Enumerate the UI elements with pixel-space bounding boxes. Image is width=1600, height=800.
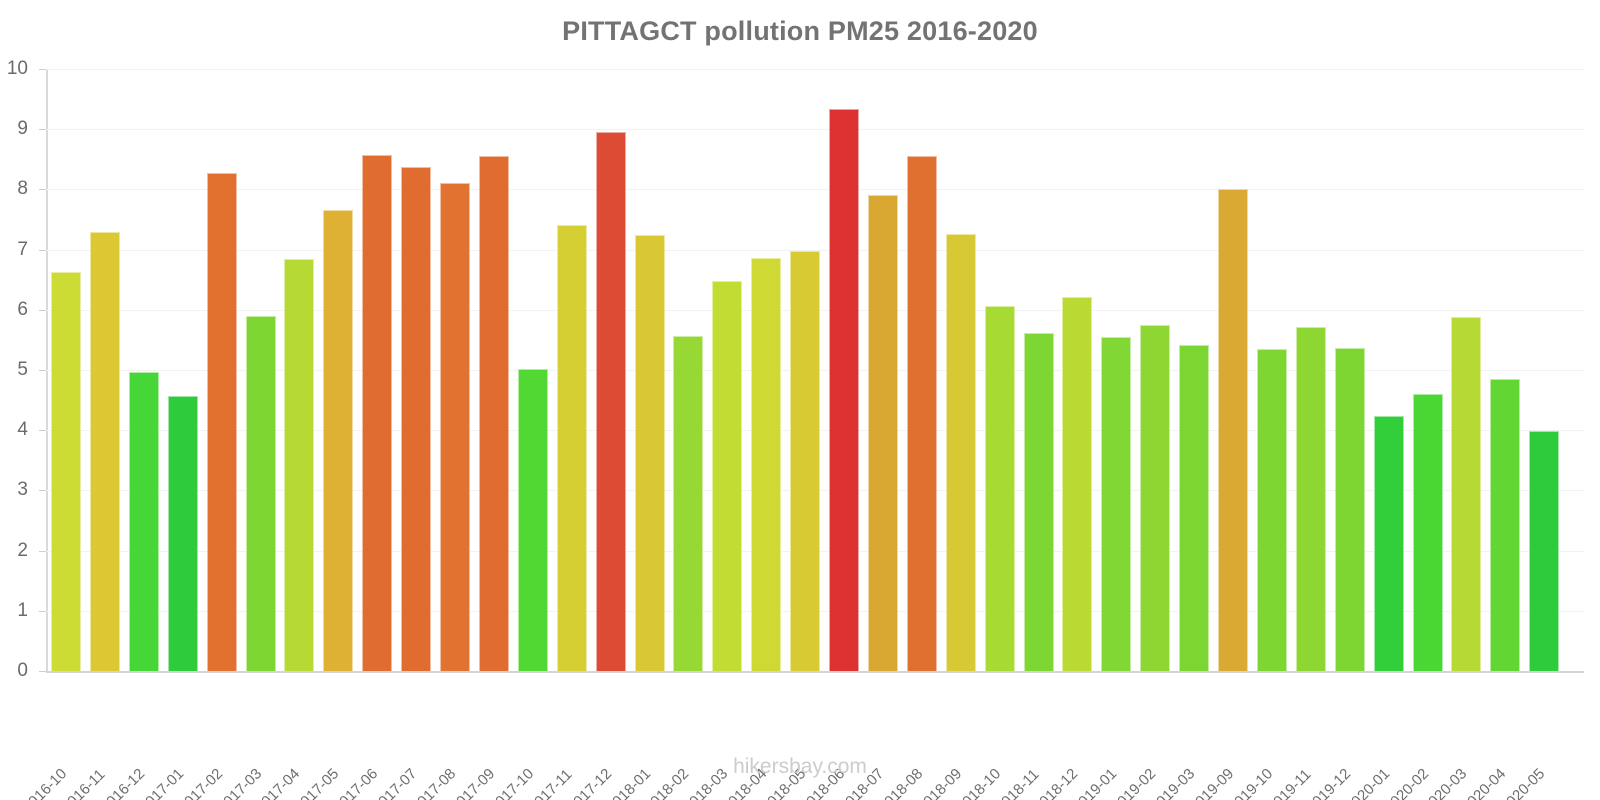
y-tick-mark [39, 550, 46, 552]
bar[interactable] [167, 395, 198, 671]
bar[interactable] [1529, 430, 1560, 671]
y-tick-mark [39, 129, 46, 131]
bar[interactable] [790, 250, 821, 671]
bar[interactable] [323, 209, 354, 671]
bar[interactable] [245, 315, 276, 671]
bar[interactable] [945, 233, 976, 671]
y-tick-label: 0 [17, 660, 28, 681]
y-tick-mark [39, 610, 46, 612]
bar[interactable] [906, 155, 937, 671]
y-tick-mark [39, 189, 46, 191]
y-tick-label: 7 [17, 238, 28, 260]
bar[interactable] [128, 371, 159, 671]
y-tick-label: 1 [17, 599, 28, 621]
bar[interactable] [751, 258, 782, 671]
y-tick-mark [39, 249, 46, 251]
gridline [46, 69, 1584, 70]
y-tick-label: 9 [17, 118, 28, 140]
y-tick-label: 6 [17, 298, 28, 320]
bar[interactable] [89, 232, 120, 671]
y-tick-label: 2 [17, 539, 28, 561]
y-tick-label: 8 [17, 178, 28, 200]
bar[interactable] [1023, 333, 1054, 671]
bar[interactable] [51, 272, 81, 671]
bar[interactable] [984, 306, 1015, 671]
y-tick-mark [39, 69, 46, 70]
bar[interactable] [1412, 394, 1443, 671]
bar[interactable] [401, 166, 432, 671]
bar[interactable] [1295, 326, 1326, 671]
gridline [46, 671, 1584, 673]
bar[interactable] [362, 155, 393, 671]
y-tick-label: 10 [6, 58, 28, 79]
bar[interactable] [1373, 415, 1404, 671]
y-axis-line [46, 69, 48, 673]
bar[interactable] [673, 336, 704, 671]
bar[interactable] [478, 156, 509, 671]
gridline [46, 249, 1584, 251]
bar[interactable] [1451, 317, 1482, 671]
y-tick-mark [39, 671, 46, 672]
y-tick-mark [39, 309, 46, 311]
bar[interactable] [1140, 324, 1171, 671]
bar[interactable] [867, 195, 898, 671]
bar[interactable] [712, 280, 743, 671]
y-tick-label: 4 [17, 419, 28, 441]
y-tick-label: 3 [17, 479, 28, 501]
bar[interactable] [1101, 336, 1132, 671]
bar[interactable] [595, 132, 626, 671]
bar[interactable] [556, 224, 587, 671]
gridline [46, 129, 1584, 131]
plot-area: 0 1 2 3 4 5 6 7 8 9 10 2016-10 2016-11 2016-12 2017-0… [7, 58, 1584, 800]
bar[interactable] [1256, 348, 1287, 671]
bar[interactable] [1490, 379, 1521, 671]
bar[interactable] [634, 234, 665, 671]
y-tick-label: 5 [17, 359, 28, 380]
gridline [46, 189, 1584, 191]
bar[interactable] [1179, 344, 1210, 671]
bar[interactable] [1218, 189, 1248, 671]
watermark: hikersbay.com [733, 755, 867, 778]
bar[interactable] [829, 109, 859, 671]
bar[interactable] [1062, 296, 1093, 671]
bar[interactable] [1334, 347, 1365, 671]
y-tick-mark [39, 490, 46, 492]
bar[interactable] [517, 368, 548, 671]
bar[interactable] [440, 182, 470, 671]
y-tick-mark [39, 430, 46, 432]
bar[interactable] [284, 258, 315, 671]
page-title: PITTAGCT pollution PM25 2016-2020 [562, 16, 1038, 46]
y-tick-mark [39, 370, 46, 371]
bar[interactable] [206, 172, 237, 671]
